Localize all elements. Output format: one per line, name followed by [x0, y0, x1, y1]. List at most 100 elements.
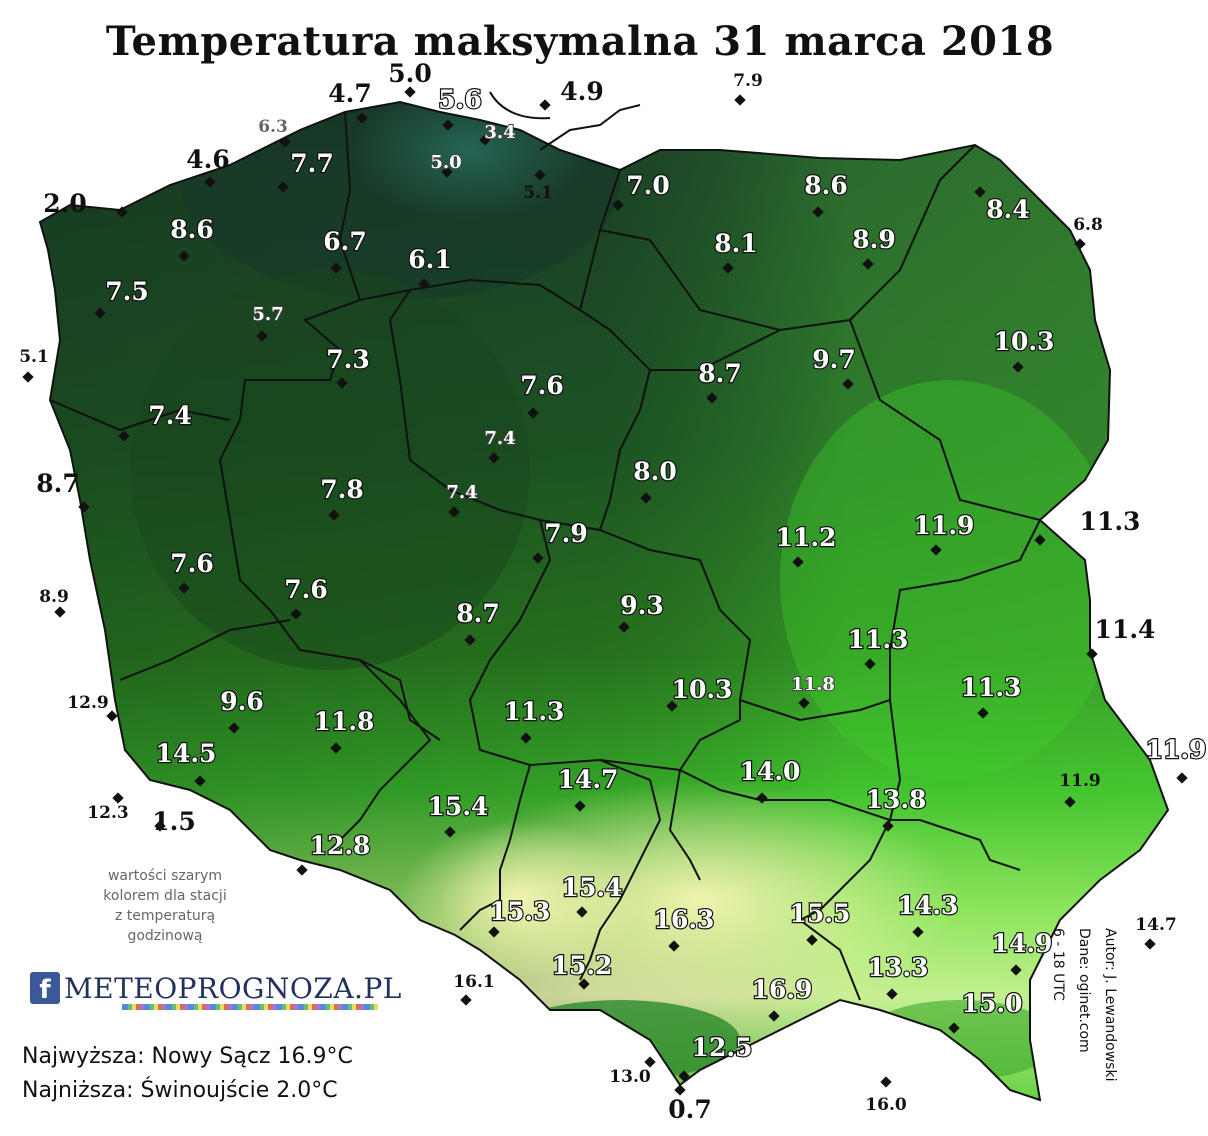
- station-temperature-label: 13.8: [866, 785, 927, 814]
- station-temperature-label: 16.9: [752, 975, 813, 1004]
- station-temperature-label: 16.0: [865, 1095, 907, 1115]
- station-temperature-label: 7.8: [320, 475, 364, 504]
- station-marker: [644, 1056, 656, 1068]
- station-marker: [930, 544, 942, 556]
- time-range-credit: 6 - 18 UTC: [1050, 928, 1066, 1001]
- station-marker: [948, 1022, 960, 1034]
- station-temperature-label: 8.1: [714, 229, 758, 258]
- facebook-icon[interactable]: f: [30, 972, 60, 1005]
- station-marker: [812, 206, 824, 218]
- station-temperature-label: 11.8: [791, 674, 835, 695]
- station-temperature-label: 7.3: [326, 345, 370, 374]
- station-marker: [328, 509, 340, 521]
- station-marker: [678, 1070, 690, 1082]
- station-temperature-label: 11.9: [914, 511, 975, 540]
- station-marker: [539, 99, 551, 111]
- station-temperature-label: 9.7: [812, 345, 856, 374]
- station-marker: [1034, 534, 1046, 546]
- grey-values-note: wartości szarym kolorem dla stacji z tem…: [80, 866, 250, 946]
- station-marker: [418, 278, 430, 290]
- station-marker: [404, 86, 416, 98]
- station-temperature-label: 8.4: [986, 195, 1030, 224]
- station-marker: [574, 800, 586, 812]
- station-marker: [886, 988, 898, 1000]
- station-temperature-label: 9.6: [220, 687, 264, 716]
- station-temperature-label: 7.5: [105, 277, 149, 306]
- station-marker: [1086, 648, 1098, 660]
- voivodeship-borders: [49, 111, 1041, 1001]
- station-marker: [330, 742, 342, 754]
- station-temperature-label: 8.9: [852, 225, 896, 254]
- station-temperature-label: 5.1: [19, 347, 49, 367]
- station-temperature-label: 8.6: [804, 171, 848, 200]
- station-marker: [1176, 772, 1188, 784]
- station-marker: [464, 634, 476, 646]
- meteoprognoza-logo: f METEOPROGNOZA.PL: [30, 968, 402, 1008]
- station-marker: [448, 506, 460, 518]
- station-temperature-label: 14.7: [1135, 915, 1176, 935]
- station-temperature-label: 6.8: [1073, 215, 1103, 235]
- station-marker: [912, 926, 924, 938]
- station-temperature-label: 12.5: [692, 1033, 753, 1062]
- station-marker: [882, 820, 894, 832]
- station-temperature-label: 11.9: [1059, 771, 1100, 791]
- note-line: z temperaturą: [114, 908, 216, 924]
- station-marker: [666, 700, 678, 712]
- station-marker: [974, 186, 986, 198]
- station-marker: [806, 934, 818, 946]
- station-temperature-label: 11.3: [504, 697, 565, 726]
- station-marker: [722, 262, 734, 274]
- map-title: Temperatura maksymalna 31 marca 2018: [105, 18, 1055, 65]
- station-temperature-label: 11.2: [776, 523, 837, 552]
- station-temperature-label: 14.5: [156, 739, 217, 768]
- station-marker: [1012, 361, 1024, 373]
- station-temperature-label: 15.4: [428, 792, 489, 821]
- station-temperature-label: 10.3: [672, 675, 733, 704]
- station-marker: [842, 378, 854, 390]
- station-temperature-label: 15.0: [962, 989, 1023, 1018]
- station-marker: [22, 371, 34, 383]
- station-temperature-label: 10.3: [994, 327, 1055, 356]
- station-marker: [578, 978, 590, 990]
- station-temperature-label: 7.7: [290, 149, 334, 178]
- station-temperature-label: 8.7: [456, 599, 500, 628]
- station-marker: [756, 792, 768, 804]
- station-temperature-label: 11.3: [848, 625, 909, 654]
- station-marker: [612, 199, 624, 211]
- logo-text: METEOPROGNOZA.PL: [64, 971, 402, 1005]
- station-marker: [640, 492, 652, 504]
- station-marker: [488, 452, 500, 464]
- station-marker: [488, 926, 500, 938]
- station-temperature-label: 12.9: [67, 693, 108, 713]
- station-marker: [576, 906, 588, 918]
- station-temperature-label: 7.4: [484, 428, 515, 449]
- station-temperature-label: 6.7: [323, 227, 367, 256]
- note-line: wartości szarym: [107, 868, 223, 884]
- station-temperature-label: 7.9: [733, 71, 763, 91]
- station-marker: [706, 392, 718, 404]
- station-temperature-label: 15.5: [790, 899, 851, 928]
- station-marker: [532, 552, 544, 564]
- station-marker: [798, 697, 810, 709]
- station-temperature-label: 12.3: [87, 803, 128, 823]
- station-temperature-label: 8.7: [698, 359, 742, 388]
- station-marker: [864, 658, 876, 670]
- station-temperature-label: 15.4: [562, 873, 623, 902]
- station-marker: [534, 169, 546, 181]
- data-source-credit: Dane: oginet.com: [1076, 928, 1092, 1053]
- station-temperature-label: 5.1: [523, 183, 553, 203]
- station-temperature-label: 5.7: [252, 304, 283, 325]
- min-temperature-summary: Najniższa: Świnoujście 2.0°C: [22, 1078, 338, 1103]
- station-marker: [178, 582, 190, 594]
- station-marker: [112, 792, 124, 804]
- station-marker: [527, 407, 539, 419]
- station-marker: [668, 940, 680, 952]
- station-marker: [862, 258, 874, 270]
- station-temperature-label: 1.5: [152, 807, 196, 836]
- station-temperature-label: 11.3: [961, 673, 1022, 702]
- station-temperature-label: 15.2: [552, 951, 613, 980]
- station-temperature-label: 7.6: [170, 549, 214, 578]
- station-temperature-label: 2.0: [43, 189, 87, 218]
- station-temperature-label: 5.6: [438, 85, 482, 114]
